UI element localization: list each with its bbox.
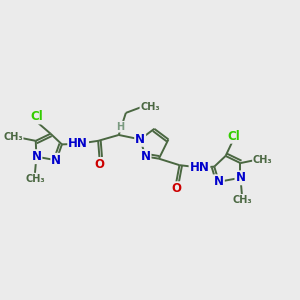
- Text: CH₃: CH₃: [232, 195, 252, 205]
- Text: HN: HN: [190, 161, 209, 174]
- Text: O: O: [94, 158, 105, 171]
- Text: N: N: [141, 150, 151, 163]
- Text: O: O: [171, 182, 181, 195]
- Text: Cl: Cl: [227, 130, 240, 143]
- Text: CH₃: CH₃: [3, 132, 23, 142]
- Text: N: N: [32, 150, 41, 163]
- Text: N: N: [135, 133, 145, 146]
- Text: N: N: [214, 175, 224, 188]
- Text: CH₃: CH₃: [25, 174, 45, 184]
- Text: CH₃: CH₃: [140, 102, 160, 112]
- Text: CH₃: CH₃: [253, 154, 273, 165]
- Text: HN: HN: [68, 137, 88, 150]
- Text: N: N: [51, 154, 61, 167]
- Text: Cl: Cl: [31, 110, 44, 123]
- Text: N: N: [236, 171, 245, 184]
- Text: H: H: [116, 122, 124, 132]
